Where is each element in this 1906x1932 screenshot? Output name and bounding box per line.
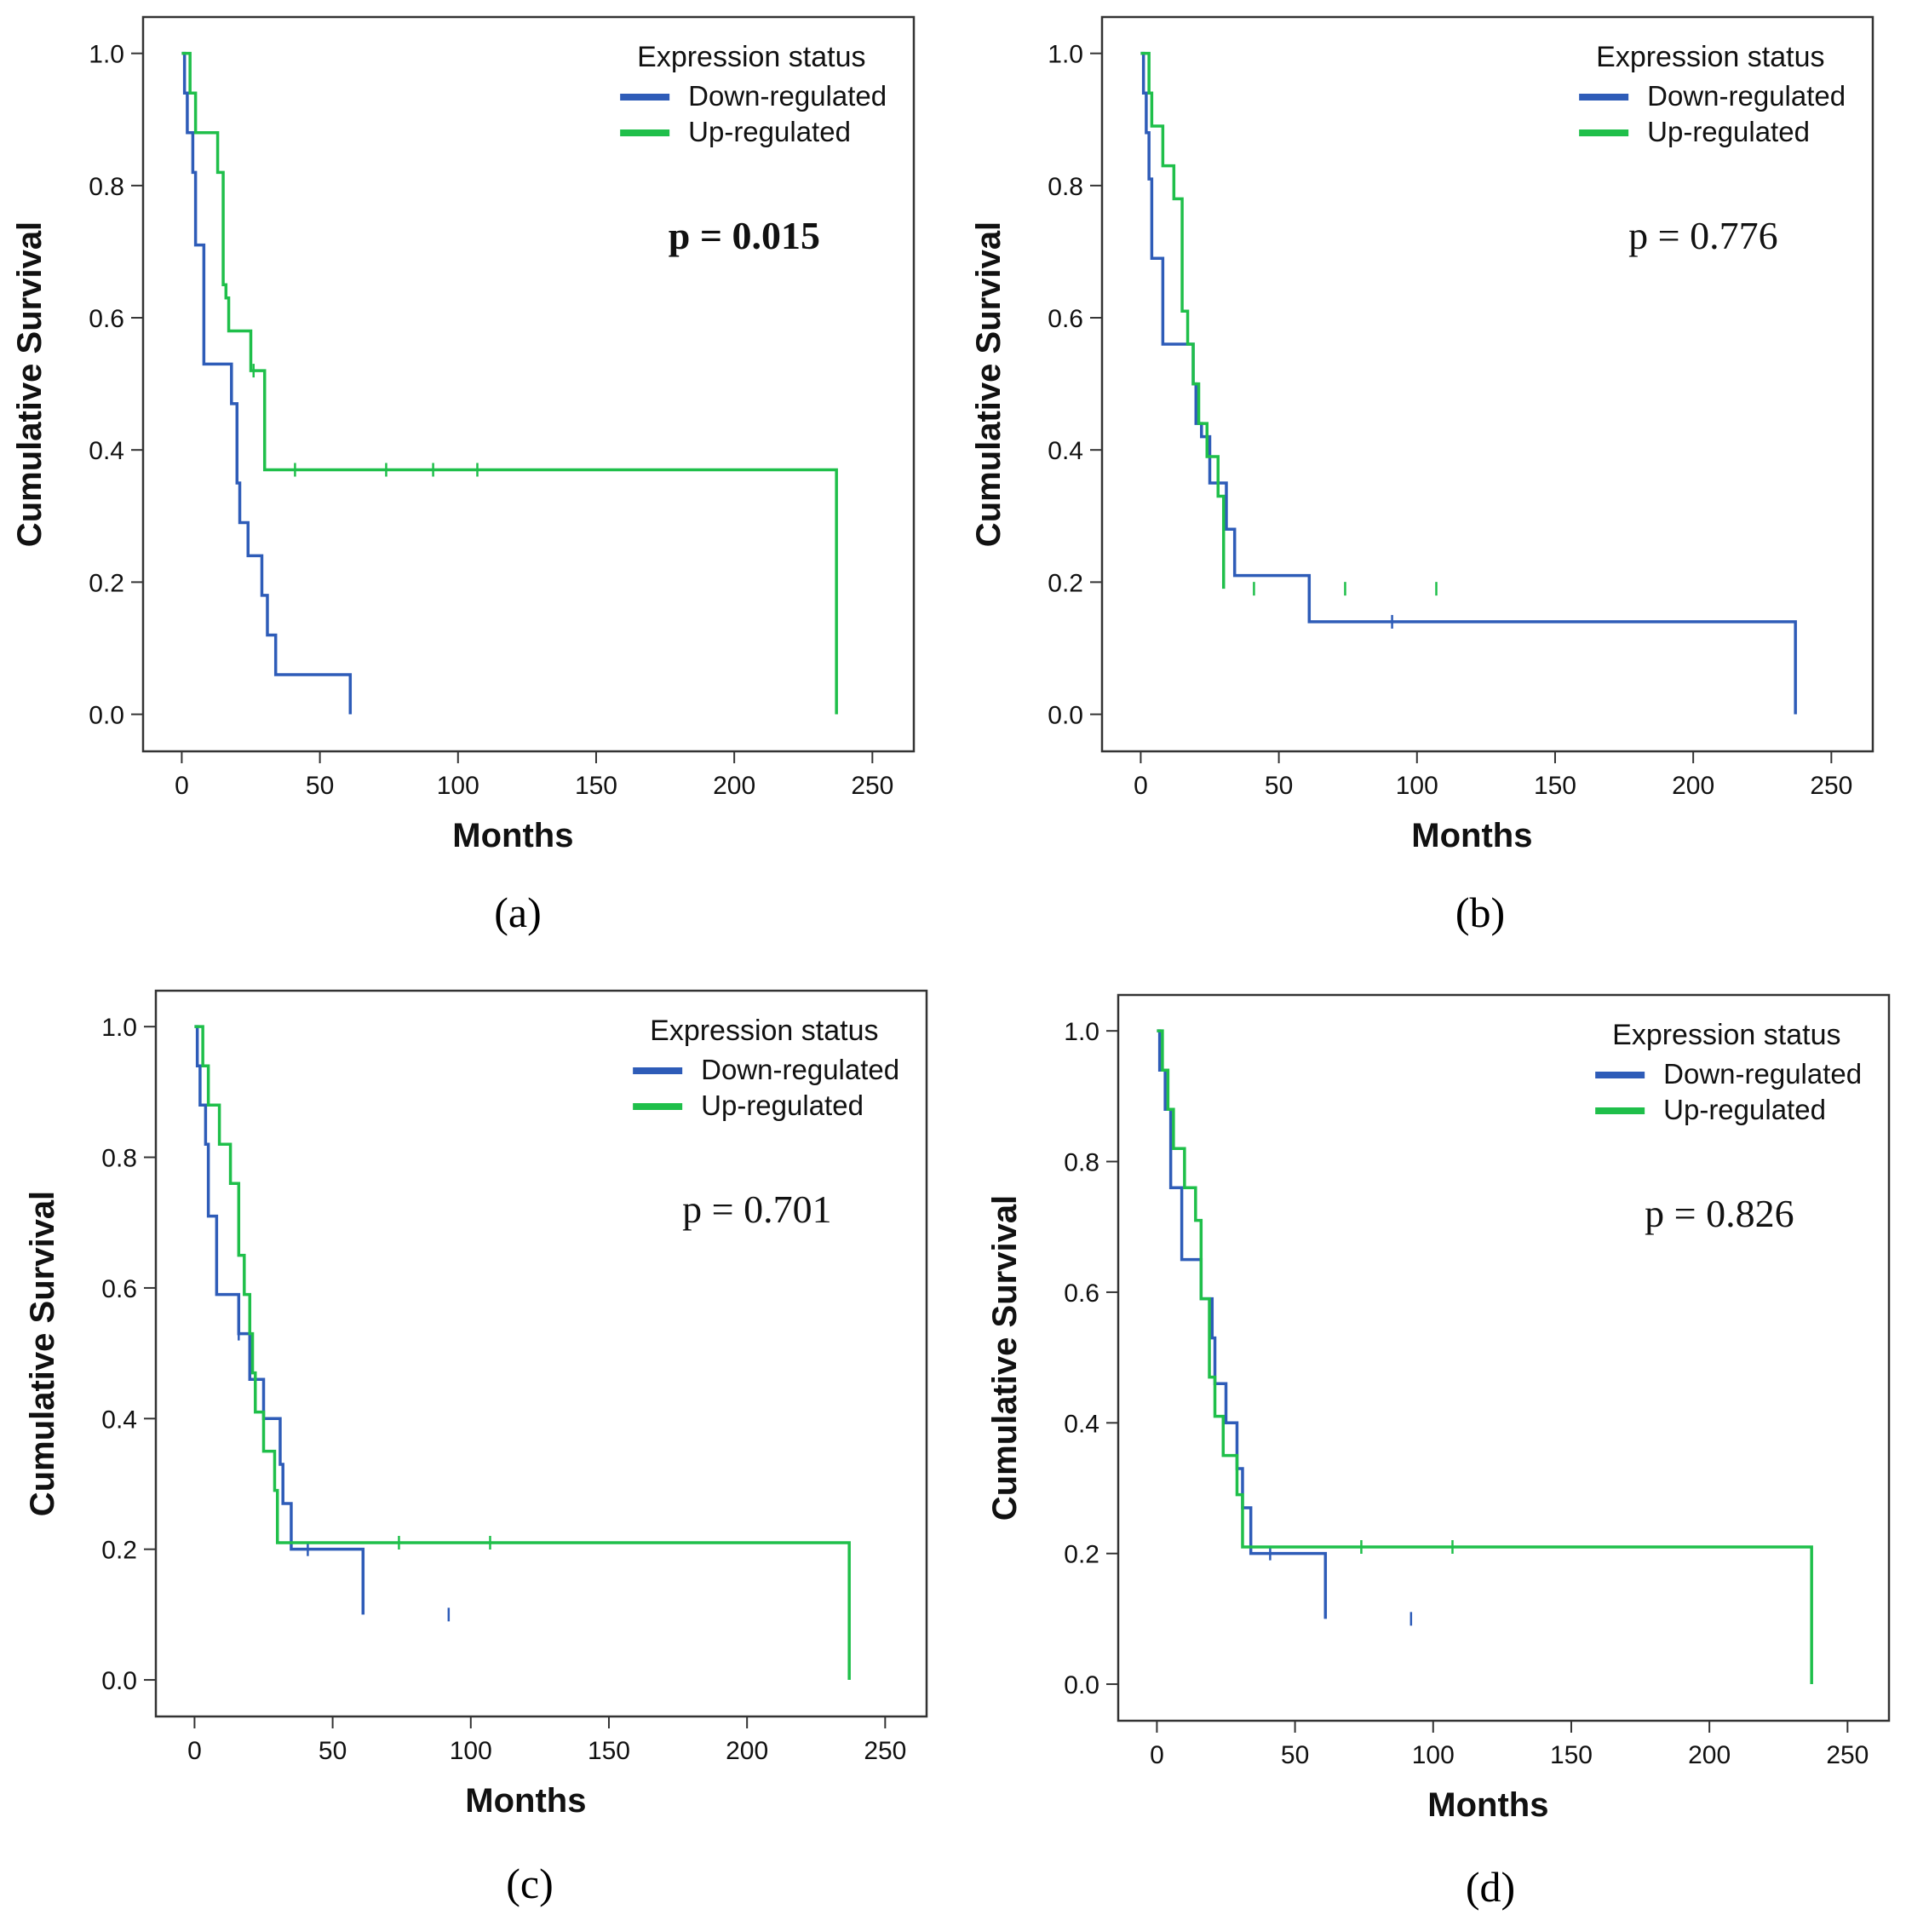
y-tick-label: 0.6 [1048, 305, 1083, 333]
y-tick-label: 0.2 [89, 569, 124, 597]
x-tick-label: 50 [319, 1737, 347, 1765]
y-tick-label: 0.4 [101, 1406, 137, 1434]
y-tick-label: 0.8 [101, 1145, 137, 1173]
x-tick-label: 150 [1550, 1741, 1593, 1769]
x-tick-label: 200 [1672, 772, 1714, 800]
x-tick-label: 50 [1281, 1741, 1309, 1769]
x-axis-title: Months [465, 1782, 586, 1820]
legend-label: Up-regulated [1663, 1094, 1826, 1125]
y-tick-label: 0.6 [1064, 1279, 1099, 1308]
y-tick-label: 1.0 [89, 41, 124, 69]
x-axis-title: Months [1427, 1786, 1548, 1824]
legend-label: Up-regulated [688, 116, 851, 147]
plot-frame [1117, 993, 1891, 1722]
legend-title: Expression status [637, 41, 865, 73]
y-tick-label: 0.8 [1048, 173, 1083, 201]
plot-frame [154, 989, 928, 1718]
legend-label: Down-regulated [1647, 80, 1846, 112]
y-tick-label: 1.0 [1048, 41, 1083, 69]
panel-caption-a: (a) [494, 888, 542, 936]
p-value-annotation: p = 0.826 [1645, 1192, 1794, 1235]
y-tick-label: 0.2 [1048, 569, 1083, 597]
y-tick-label: 0.0 [1048, 702, 1083, 730]
x-tick-label: 100 [450, 1737, 492, 1765]
x-tick-label: 200 [713, 772, 755, 800]
x-axis-title: Months [1411, 817, 1532, 854]
x-tick-label: 150 [575, 772, 617, 800]
y-tick-label: 0.8 [1064, 1149, 1099, 1177]
x-tick-label: 200 [726, 1737, 768, 1765]
x-tick-label: 0 [1150, 1741, 1164, 1769]
series-line-up-regulated [181, 51, 838, 715]
y-tick-label: 0.4 [89, 437, 124, 465]
x-tick-label: 50 [306, 772, 334, 800]
y-tick-label: 0.8 [89, 173, 124, 201]
legend-label: Up-regulated [701, 1090, 864, 1121]
p-value-annotation: p = 0.015 [669, 214, 820, 257]
legend-label: Up-regulated [1647, 116, 1810, 147]
plot-frame [141, 15, 916, 753]
series-line-up-regulated [1140, 51, 1226, 589]
y-tick-label: 0.2 [1064, 1541, 1099, 1569]
x-axis-title: Months [452, 817, 573, 854]
legend-label: Down-regulated [1663, 1058, 1862, 1090]
legend-title: Expression status [650, 1015, 878, 1047]
legend-title: Expression status [1612, 1019, 1840, 1051]
y-tick-label: 0.4 [1064, 1410, 1099, 1438]
x-tick-label: 50 [1265, 772, 1293, 800]
x-tick-label: 100 [1396, 772, 1438, 800]
legend-title: Expression status [1596, 41, 1824, 73]
x-tick-label: 250 [864, 1737, 906, 1765]
p-value-annotation: p = 0.776 [1628, 214, 1777, 257]
chart-panel-a: 0 50 100 150 200 250 0.0 0.2 0.4 0.6 0.8 1.0 Months C… [11, 15, 916, 854]
x-tick-label: 0 [175, 772, 189, 800]
y-tick-label: 0.6 [101, 1275, 137, 1303]
x-tick-label: 0 [1134, 772, 1148, 800]
y-tick-label: 0.0 [1064, 1671, 1099, 1699]
legend-label: Down-regulated [688, 80, 887, 112]
panel-caption-d: (d) [1465, 1863, 1516, 1911]
legend-label: Down-regulated [701, 1054, 899, 1085]
y-tick-label: 1.0 [101, 1014, 137, 1042]
x-tick-label: 0 [187, 1737, 202, 1765]
x-tick-label: 150 [588, 1737, 630, 1765]
y-axis-title: Cumulative Survival [24, 1191, 61, 1516]
x-tick-label: 100 [437, 772, 479, 800]
series-line-up-regulated [1157, 1029, 1813, 1685]
x-tick-label: 250 [1826, 1741, 1869, 1769]
series-line-down-regulated [181, 51, 353, 715]
plot-frame [1100, 15, 1874, 753]
chart-panel-b: 0 50 100 150 200 250 0.0 0.2 0.4 0.6 0.8 1.0 Months C… [970, 15, 1874, 854]
panel-caption-c: (c) [506, 1860, 554, 1907]
series-line-up-regulated [194, 1025, 851, 1681]
chart-panel-d: 0 50 100 150 200 250 0.0 0.2 0.4 0.6 0.8 1.0 Months C… [986, 993, 1891, 1824]
x-tick-label: 150 [1534, 772, 1576, 800]
y-axis-title: Cumulative Survival [11, 221, 49, 547]
y-axis-title: Cumulative Survival [986, 1195, 1024, 1521]
y-tick-label: 0.0 [101, 1667, 137, 1695]
y-tick-label: 1.0 [1064, 1018, 1099, 1046]
y-axis-title: Cumulative Survival [970, 221, 1008, 547]
y-tick-label: 0.0 [89, 702, 124, 730]
panel-caption-b: (b) [1455, 888, 1506, 936]
y-tick-label: 0.4 [1048, 437, 1083, 465]
x-tick-label: 250 [1810, 772, 1852, 800]
series-line-down-regulated [1140, 51, 1797, 715]
x-tick-label: 250 [851, 772, 893, 800]
x-tick-label: 200 [1688, 1741, 1731, 1769]
p-value-annotation: p = 0.701 [682, 1187, 831, 1231]
y-tick-label: 0.2 [101, 1537, 137, 1565]
y-tick-label: 0.6 [89, 305, 124, 333]
chart-panel-c: 0 50 100 150 200 250 0.0 0.2 0.4 0.6 0.8 1.0 Months C… [24, 989, 928, 1820]
x-tick-label: 100 [1412, 1741, 1455, 1769]
